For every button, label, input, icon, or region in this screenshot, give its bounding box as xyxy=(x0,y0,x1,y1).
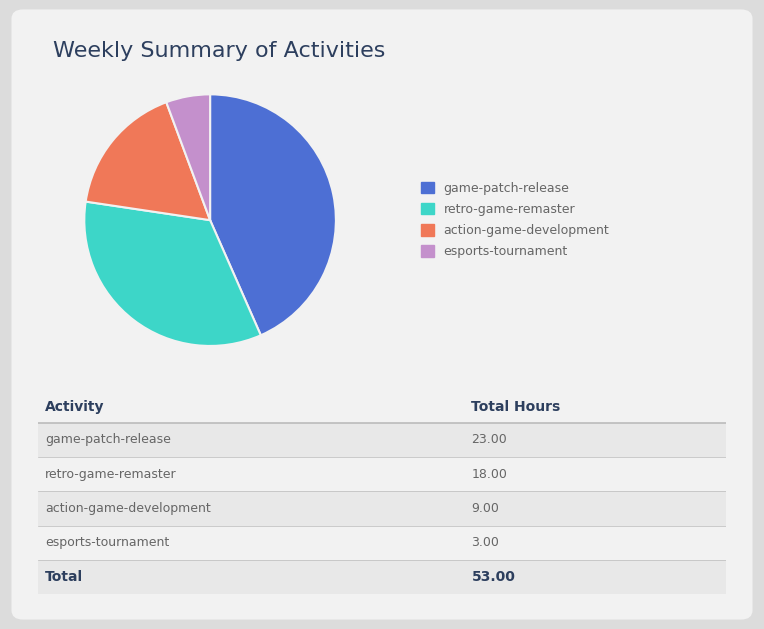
Legend: game-patch-release, retro-game-remaster, action-game-development, esports-tourna: game-patch-release, retro-game-remaster,… xyxy=(421,182,610,259)
Text: 3.00: 3.00 xyxy=(471,537,499,550)
Bar xyxy=(38,423,726,457)
Text: action-game-development: action-game-development xyxy=(45,502,211,515)
Text: Activity: Activity xyxy=(45,401,105,415)
Bar xyxy=(38,560,726,594)
Text: 23.00: 23.00 xyxy=(471,433,507,447)
Text: Total Hours: Total Hours xyxy=(471,401,561,415)
Bar xyxy=(38,491,726,526)
Wedge shape xyxy=(84,201,261,346)
Text: Weekly Summary of Activities: Weekly Summary of Activities xyxy=(53,41,386,61)
Bar xyxy=(38,457,726,491)
Text: 9.00: 9.00 xyxy=(471,502,499,515)
Text: 53.00: 53.00 xyxy=(471,571,515,584)
Text: retro-game-remaster: retro-game-remaster xyxy=(45,468,176,481)
Bar xyxy=(38,526,726,560)
Text: 18.00: 18.00 xyxy=(471,468,507,481)
Wedge shape xyxy=(86,103,210,220)
Wedge shape xyxy=(210,94,336,335)
Text: Total: Total xyxy=(45,571,83,584)
Wedge shape xyxy=(167,94,210,220)
FancyBboxPatch shape xyxy=(11,9,753,620)
Text: esports-tournament: esports-tournament xyxy=(45,537,170,550)
Text: game-patch-release: game-patch-release xyxy=(45,433,171,447)
